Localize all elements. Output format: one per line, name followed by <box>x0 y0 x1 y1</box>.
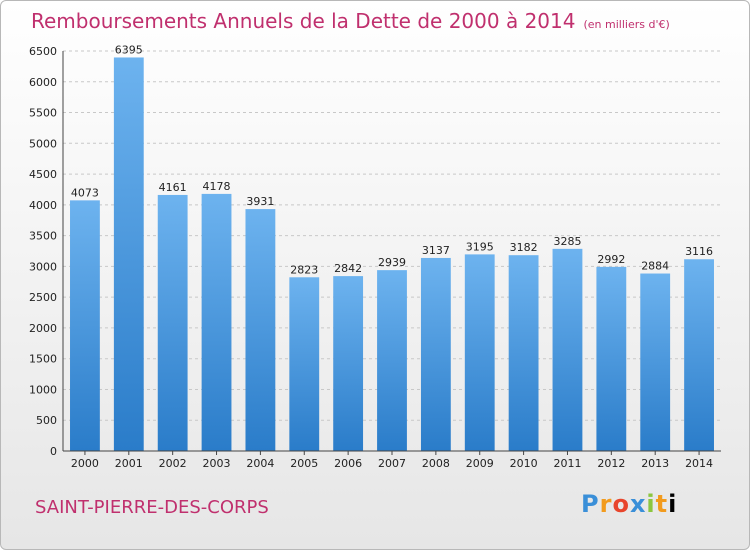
x-tick-label: 2011 <box>553 457 581 470</box>
bar-value-label: 4161 <box>159 181 187 194</box>
axes: 0 500 1000 1500 2000 2500 3000 3500 4000 4500 5000… <box>29 45 721 470</box>
bar-value-label: 2823 <box>290 263 318 276</box>
logo-letter: P <box>581 490 600 518</box>
bar <box>640 273 671 451</box>
x-tick-label: 2001 <box>115 457 143 470</box>
x-tick-label: 2003 <box>203 457 231 470</box>
bar <box>333 276 364 451</box>
chart-title-text: Remboursements Annuels de la Dette de 20… <box>31 9 576 33</box>
bar <box>420 257 451 451</box>
x-tick-label: 2014 <box>685 457 713 470</box>
y-tick-label: 4000 <box>29 199 57 212</box>
city-name: SAINT-PIERRE-DES-CORPS <box>35 497 269 518</box>
x-tick-label: 2009 <box>466 457 494 470</box>
chart-title: Remboursements Annuels de la Dette de 20… <box>31 9 670 33</box>
bar-value-label: 2842 <box>334 262 362 275</box>
bar-value-label: 4178 <box>203 180 231 193</box>
bar <box>464 254 495 451</box>
proxiti-logo: Proxiti <box>581 490 677 518</box>
bar <box>201 193 232 451</box>
y-tick-label: 500 <box>36 414 57 427</box>
y-tick-label: 3500 <box>29 230 57 243</box>
bar-value-label: 3931 <box>246 195 274 208</box>
y-tick-label: 3000 <box>29 260 57 273</box>
bar <box>596 266 627 451</box>
y-tick-label: 0 <box>50 445 57 458</box>
x-tick-label: 2010 <box>510 457 538 470</box>
x-tick-label: 2004 <box>246 457 274 470</box>
y-tick-label: 5000 <box>29 137 57 150</box>
bar <box>377 270 407 451</box>
x-tick-label: 2000 <box>71 457 99 470</box>
y-tick-label: 5500 <box>29 107 57 120</box>
bar <box>113 57 144 451</box>
x-tick-label: 2013 <box>641 457 669 470</box>
y-tick-label: 2000 <box>29 322 57 335</box>
bar-value-label: 2992 <box>597 253 625 266</box>
x-tick-label: 2005 <box>290 457 318 470</box>
logo-letter: o <box>612 490 630 518</box>
logo-letter: x <box>629 490 647 518</box>
bar-value-label: 3182 <box>510 241 538 254</box>
bar <box>245 209 276 451</box>
y-tick-label: 6000 <box>29 76 57 89</box>
y-tick-label: 1000 <box>29 383 57 396</box>
bar <box>552 248 583 451</box>
bar-value-label: 3195 <box>466 240 494 253</box>
x-tick-label: 2007 <box>378 457 406 470</box>
x-tick-label: 2012 <box>597 457 625 470</box>
x-tick-label: 2008 <box>422 457 450 470</box>
x-tick-label: 2006 <box>334 457 362 470</box>
bar <box>684 259 714 451</box>
bar <box>70 200 100 451</box>
bar-value-label: 2939 <box>378 256 406 269</box>
bar <box>508 255 539 451</box>
y-tick-label: 4500 <box>29 168 57 181</box>
bar-value-label: 3137 <box>422 244 450 257</box>
bar-value-label: 3285 <box>553 235 581 248</box>
chart-unit: (en milliers d'€) <box>583 18 670 31</box>
y-tick-label: 6500 <box>29 45 57 58</box>
logo-letter: i <box>646 490 656 518</box>
bar <box>289 277 320 451</box>
bar <box>157 194 188 451</box>
x-tick-label: 2002 <box>159 457 187 470</box>
bars: 4073 6395 4161 4178 3931 2823 2842 2939 3137 3195… <box>70 43 714 451</box>
bar-value-label: 2884 <box>641 260 669 273</box>
bar-value-label: 3116 <box>685 245 713 258</box>
logo-letter: r <box>599 490 613 518</box>
logo-letter: i <box>668 490 678 518</box>
bar-value-label: 4073 <box>71 186 99 199</box>
logo-letter: t <box>655 490 669 518</box>
y-tick-label: 2500 <box>29 291 57 304</box>
y-tick-label: 1500 <box>29 353 57 366</box>
bar-value-label: 6395 <box>115 43 143 56</box>
